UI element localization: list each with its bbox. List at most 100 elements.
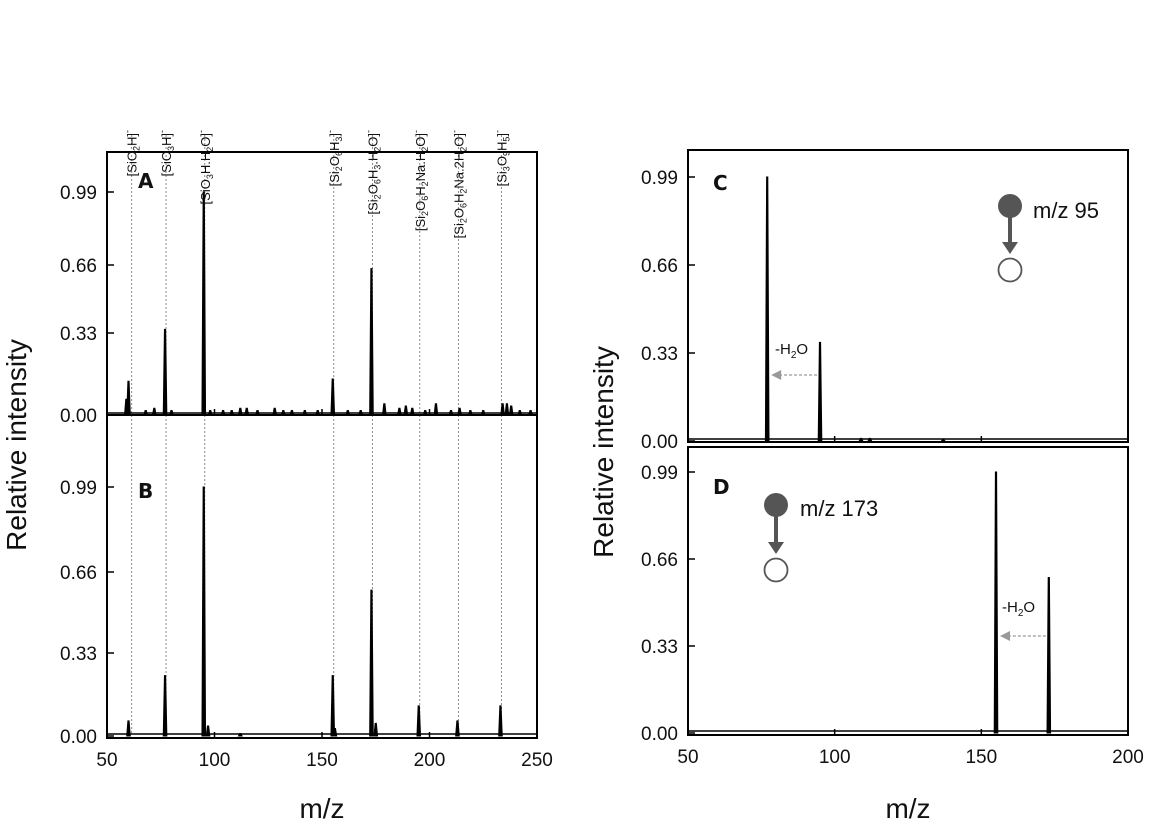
x-tick-label-d: 200 <box>1112 747 1144 768</box>
x-tick-label-d: 50 <box>677 747 698 768</box>
x-tick-label-b: 50 <box>96 750 117 771</box>
panel-a-frame <box>106 151 538 416</box>
ion-label: [Si2O6H3.H2O]- <box>363 130 382 214</box>
fragmentation-arrow-head <box>1002 242 1018 254</box>
y-tick-label-d: 0.00 <box>641 724 678 745</box>
panel-c: 0.00 0.33 0.66 0.99 C -H2O m/z 95 <box>641 149 1129 453</box>
panel-letter-b: B <box>138 479 153 503</box>
panel-letter-a: A <box>138 169 154 193</box>
x-tick-label-d: 100 <box>819 747 851 768</box>
peak-c <box>858 437 864 442</box>
x-tick-label-b: 100 <box>199 750 231 771</box>
peak-a <box>151 407 157 416</box>
left-y-axis-title: Relative intensity <box>1 339 32 551</box>
peak-a <box>201 191 207 416</box>
peak-b <box>373 722 379 737</box>
left-x-axis-title: m/z <box>299 793 344 824</box>
x-tick-label-b: 200 <box>414 750 446 771</box>
ion-label: [Si2O6H3]- <box>325 130 344 186</box>
peak-c <box>867 437 873 442</box>
y-tick-label-a: 0.00 <box>60 406 97 427</box>
peak-b <box>332 727 338 737</box>
panel-letter-c: C <box>713 171 728 195</box>
y-tick-label-b: 0.33 <box>60 644 97 665</box>
peak-b <box>369 589 374 737</box>
y-tick-label-c: 0.66 <box>641 256 678 277</box>
y-tick-label-d: 0.99 <box>641 463 678 484</box>
peak-a <box>381 403 387 416</box>
precursor-ion-icon <box>764 493 788 517</box>
loss-arrow-head <box>771 370 782 380</box>
peak-b <box>237 732 243 737</box>
peak-a <box>330 378 336 416</box>
right-y-axis-title: Relative intensity <box>588 346 619 558</box>
x-tick-label-b: 150 <box>306 750 338 771</box>
y-tick-label-a: 0.66 <box>60 256 97 277</box>
panel-letter-d: D <box>713 475 730 499</box>
ion-labels: [SiO2H]- [SiO3H]- [SiO3H.H2O]- [Si2O6H3]- [S… <box>123 130 512 238</box>
peak-a <box>244 407 250 416</box>
x-tick-label-d: 150 <box>965 747 997 768</box>
ion-label: [Si2O6H2Na.2H2O]- <box>449 130 468 238</box>
right-x-axis-title: m/z <box>885 793 930 824</box>
peak-a <box>126 380 131 416</box>
peak-a <box>433 403 439 416</box>
y-tick-label-d: 0.66 <box>641 550 678 571</box>
ion-label: [Si3O9H5]- <box>492 130 511 186</box>
peak-a <box>457 407 462 416</box>
peak-b <box>162 675 168 737</box>
product-ion-icon <box>997 257 1023 283</box>
peak-a <box>237 407 243 416</box>
peak-c <box>817 341 823 442</box>
peak-d <box>1046 576 1052 734</box>
panel-d-frame <box>687 446 1129 736</box>
peak-a <box>272 407 278 416</box>
ion-label: [SiO3H.H2O]- <box>196 130 215 204</box>
peak-c <box>940 439 947 442</box>
panel-b-frame <box>106 414 538 739</box>
fragmentation-arrow-head <box>768 542 784 554</box>
loss-arrow-head <box>1000 631 1010 641</box>
y-tick-label-b: 0.00 <box>60 727 97 748</box>
peak-b <box>126 720 131 737</box>
peak-d <box>993 471 999 734</box>
product-ion-icon <box>763 557 789 583</box>
peak-b <box>205 725 211 737</box>
x-tick-label-b: 250 <box>521 750 553 771</box>
loss-label: -H2O <box>1002 599 1035 619</box>
peak-c <box>764 176 770 442</box>
peak-a <box>403 405 409 416</box>
peak-a <box>508 405 514 416</box>
precursor-label: m/z 95 <box>1033 198 1099 223</box>
peak-b <box>455 720 460 737</box>
peak-a <box>369 268 374 416</box>
peak-b <box>201 486 207 737</box>
peak-b <box>416 705 422 737</box>
precursor-ion-icon <box>998 194 1022 218</box>
peak-a <box>162 328 168 416</box>
ion-label: [SiO3H]- <box>157 130 176 176</box>
peak-a <box>409 407 415 416</box>
y-tick-label-b: 0.66 <box>60 563 97 584</box>
peak-b <box>330 675 336 737</box>
ion-label: [SiO2H]- <box>123 130 142 176</box>
panel-b: 0.00 0.33 0.66 0.99 50 100 150 200 250 B <box>60 414 553 771</box>
precursor-label: m/z 173 <box>800 496 878 521</box>
peak-a <box>504 403 510 416</box>
loss-label: -H2O <box>775 341 808 361</box>
peak-b <box>498 705 503 737</box>
y-tick-label-a: 0.33 <box>60 324 97 345</box>
panels: 0.00 0.33 0.66 0.99 A 0.00 0.33 0.66 0.99 50 100 15… <box>60 149 1144 771</box>
y-tick-label-a: 0.99 <box>60 183 97 204</box>
y-tick-label-c: 0.99 <box>641 168 678 189</box>
panel-c-frame <box>687 149 1129 443</box>
panel-d: 0.00 0.33 0.66 0.99 50 100 150 200 D -H2O m/z 173 <box>641 446 1144 768</box>
peak-a <box>500 403 505 416</box>
ion-label: [Si2O6H2Na.H2O]- <box>411 130 430 231</box>
y-tick-label-d: 0.33 <box>641 637 678 658</box>
guide-lines <box>131 135 502 735</box>
y-tick-label-c: 0.33 <box>641 344 678 365</box>
panel-a: 0.00 0.33 0.66 0.99 A <box>60 151 538 427</box>
y-tick-label-b: 0.99 <box>60 478 97 499</box>
